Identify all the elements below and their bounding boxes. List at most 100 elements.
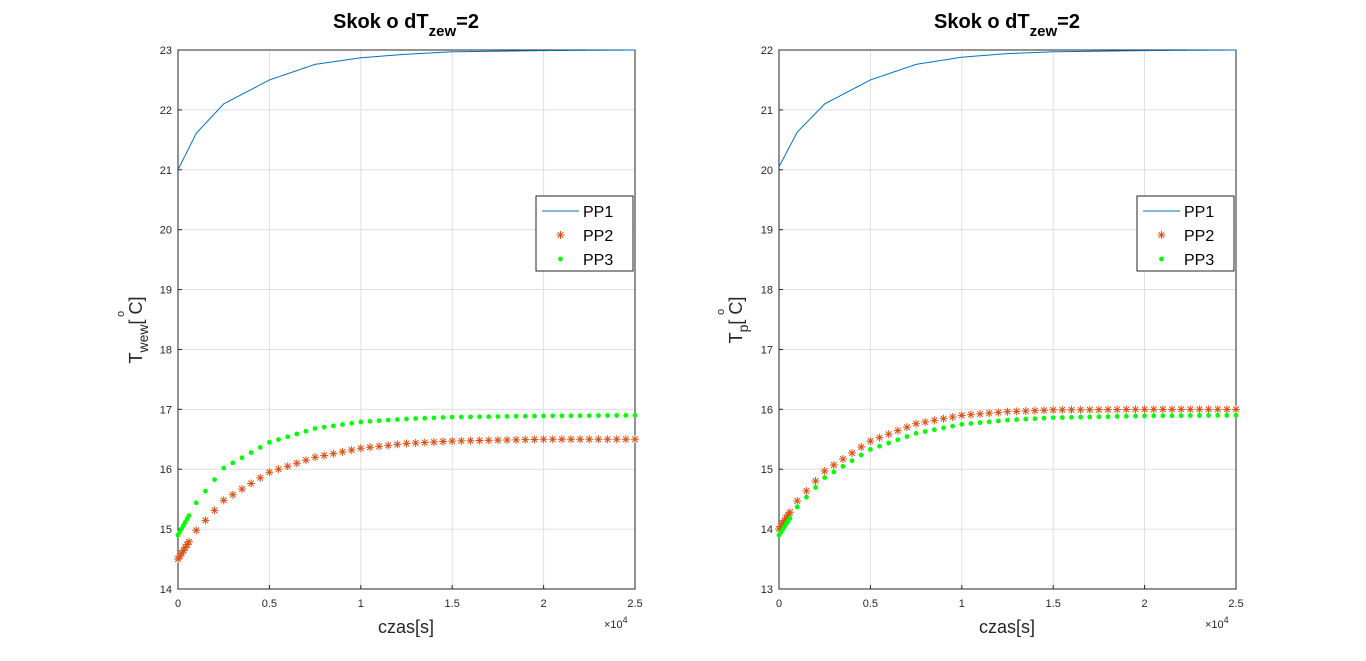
- left-x-tick-label: 0.5: [262, 598, 277, 610]
- right-marker-pp2: [1085, 405, 1094, 414]
- right-marker-pp2: [784, 511, 793, 520]
- left-marker-pp3: [468, 414, 473, 420]
- left-marker-pp2: [384, 441, 393, 450]
- left-y-tick-label: 14: [160, 584, 172, 596]
- right-marker-pp2: [1094, 405, 1103, 414]
- left-marker-pp3: [193, 500, 199, 506]
- right-marker-pp3: [895, 437, 901, 443]
- left-marker-pp3: [605, 413, 610, 418]
- right-marker-pp3: [1233, 412, 1239, 418]
- left-marker-pp3: [623, 412, 629, 418]
- right-marker-pp2: [930, 416, 939, 425]
- right-legend-label-pp2: PP2: [1184, 228, 1214, 245]
- left-marker-pp2: [548, 435, 557, 444]
- right-marker-pp3: [1059, 415, 1065, 420]
- right-marker-pp3: [1206, 413, 1211, 418]
- left-marker-pp2: [320, 451, 329, 460]
- right-marker-pp2: [912, 419, 921, 428]
- right-marker-pp2: [1058, 405, 1067, 414]
- left-marker-pp3: [340, 422, 345, 427]
- left-series-pp1: [177, 49, 636, 171]
- right-marker-pp3: [1078, 414, 1084, 420]
- right-y-tick-label: 17: [761, 344, 773, 356]
- left-marker-pp2: [247, 479, 256, 488]
- left-marker-pp2: [265, 468, 274, 477]
- left-marker-pp3: [614, 413, 620, 418]
- right-legend-label-pp1: PP1: [1184, 204, 1214, 221]
- left-marker-pp3: [413, 416, 419, 421]
- right-marker-pp2: [776, 522, 785, 531]
- right-marker-pp2: [1222, 405, 1231, 414]
- left-marker-pp3: [257, 445, 263, 450]
- left-marker-pp3: [230, 460, 236, 466]
- right-marker-pp2: [802, 486, 811, 495]
- left-marker-pp3: [276, 437, 281, 442]
- left-marker-pp2: [612, 435, 621, 444]
- left-marker-pp3: [330, 423, 336, 429]
- right-x-exponent: ×104: [1205, 615, 1229, 631]
- right-marker-pp3: [1197, 413, 1202, 418]
- left-marker-pp2: [256, 473, 265, 482]
- left-y-tick-label: 15: [160, 524, 172, 536]
- right-marker-pp3: [840, 463, 846, 469]
- left-marker-pp3: [458, 414, 464, 420]
- left-marker-pp2: [503, 436, 512, 444]
- right-marker-pp2: [1113, 405, 1122, 414]
- right-marker-pp2: [778, 519, 787, 528]
- left-subplot: Skok o dTzew=2 czas[s] ×104 Twew[ C] o 0…: [115, 11, 643, 637]
- left-x-tick-label: 2: [541, 598, 547, 610]
- left-marker-pp2: [631, 435, 639, 444]
- left-marker-pp2: [466, 436, 475, 445]
- right-marker-pp3: [831, 469, 837, 475]
- right-marker-pp2: [1067, 405, 1076, 414]
- left-title: Skok o dTzew=2: [333, 11, 479, 40]
- left-marker-pp2: [183, 540, 192, 549]
- left-axes-box: [177, 49, 636, 590]
- right-legend: PP1 PP2 PP3: [1136, 195, 1235, 272]
- left-marker-pp3: [477, 414, 483, 420]
- right-marker-pp3: [977, 420, 983, 426]
- right-y-axis-label: Tp[ C]: [726, 297, 751, 344]
- right-marker-pp3: [1187, 413, 1193, 419]
- right-marker-pp2: [838, 455, 847, 464]
- left-marker-pp2: [365, 443, 374, 452]
- left-legend-label-pp3: PP3: [583, 252, 613, 269]
- left-marker-pp3: [440, 415, 446, 420]
- right-marker-pp3: [1032, 416, 1038, 422]
- right-series-pp3: [776, 412, 1239, 538]
- left-x-tick-label: 1: [358, 598, 364, 610]
- right-x-tick-label: 2.5: [1228, 598, 1243, 610]
- right-marker-pp2: [902, 423, 911, 432]
- right-marker-pp3: [950, 423, 956, 429]
- right-marker-pp2: [1040, 406, 1049, 415]
- right-marker-pp2: [1030, 406, 1039, 415]
- right-x-tick-label: 1.5: [1046, 598, 1061, 610]
- left-marker-pp3: [385, 417, 391, 423]
- left-y-axis-degree: o: [115, 311, 127, 317]
- left-marker-pp2: [201, 516, 210, 525]
- right-marker-pp2: [857, 443, 866, 452]
- right-marker-pp3: [868, 447, 873, 452]
- left-legend-label-pp1: PP1: [583, 204, 613, 221]
- right-marker-pp3: [1114, 414, 1120, 419]
- right-marker-pp2: [1158, 405, 1167, 414]
- left-legend-label-pp2: PP2: [583, 228, 613, 245]
- left-marker-pp2: [530, 435, 539, 444]
- right-y-tick-label: 15: [761, 464, 773, 476]
- left-y-tick-label: 23: [160, 45, 172, 57]
- right-y-tick-label: 19: [761, 225, 773, 237]
- left-line-pp1: [177, 49, 636, 171]
- left-marker-pp3: [541, 413, 546, 419]
- right-marker-pp3: [1050, 415, 1056, 421]
- right-x-tick-label: 0: [776, 598, 782, 610]
- left-marker-pp3: [285, 434, 291, 440]
- right-marker-pp3: [1178, 413, 1184, 419]
- left-marker-pp2: [237, 485, 246, 494]
- left-marker-pp2: [594, 435, 603, 444]
- right-marker-pp3: [1014, 417, 1020, 423]
- right-legend-box: [1136, 195, 1235, 272]
- left-marker-pp2: [338, 447, 347, 456]
- left-x-tick-label: 0: [175, 598, 181, 610]
- left-marker-pp3: [376, 418, 382, 424]
